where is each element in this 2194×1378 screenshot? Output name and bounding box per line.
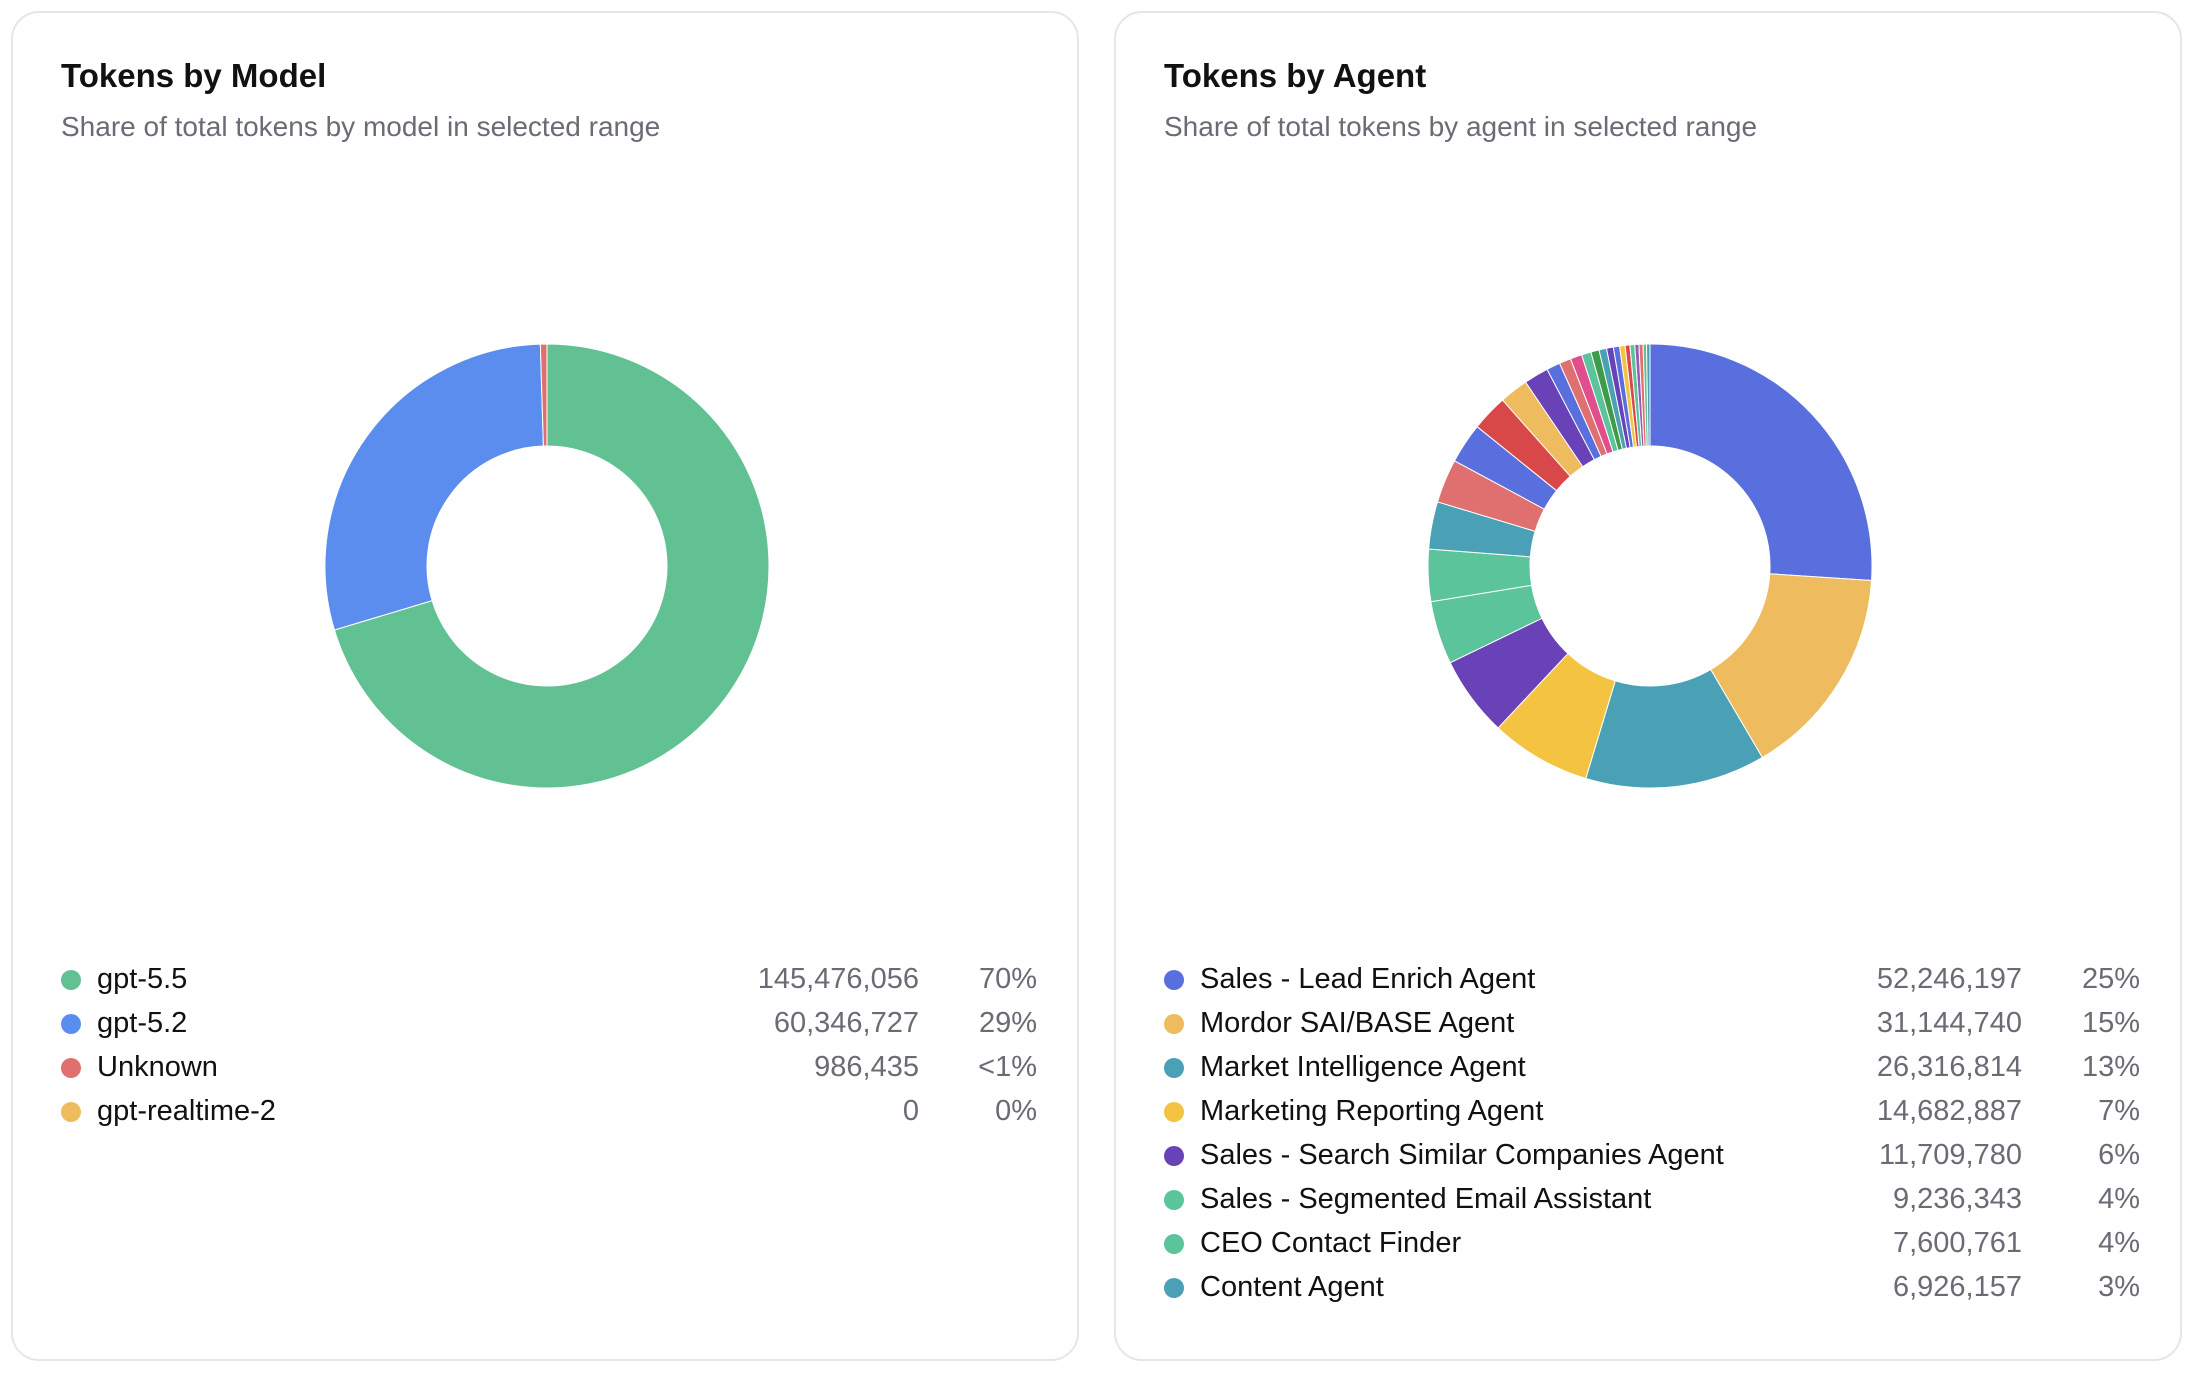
- legend-swatch: [1164, 1058, 1184, 1078]
- legend-item-market-intelligence-agent[interactable]: Market Intelligence Agent 26,316,814 13%: [1164, 1047, 2140, 1091]
- slice-mordor-sai-base-agent[interactable]: [1710, 573, 1873, 759]
- chart-subtitle: Share of total tokens by model in select…: [61, 111, 661, 142]
- legend-value: 145,476,056: [757, 963, 919, 995]
- legend-item-mordor-sai-base-agent[interactable]: Mordor SAI/BASE Agent 31,144,740 15%: [1164, 1003, 2140, 1047]
- slice-sales-lead-enrich-agent[interactable]: [1649, 343, 1873, 581]
- legend-label: gpt-5.2: [97, 1007, 188, 1039]
- legend-value: 14,682,887: [1876, 1095, 2022, 1127]
- legend-swatch: [1164, 1146, 1184, 1166]
- agent-donut-chart: [1427, 343, 1873, 789]
- legend-label: gpt-5.5: [97, 963, 188, 995]
- legend-label: Sales - Lead Enrich Agent: [1200, 963, 1536, 995]
- chart-title: Tokens by Model: [61, 57, 327, 94]
- legend-percentage: 29%: [978, 1007, 1037, 1039]
- legend-value: 31,144,740: [1876, 1007, 2022, 1039]
- legend-swatch: [1164, 1190, 1184, 1210]
- legend-percentage: <1%: [978, 1051, 1037, 1083]
- legend-value: 52,246,197: [1876, 963, 2022, 995]
- tokens-by-agent-card: Tokens by Agent Share of total tokens by…: [1114, 11, 2182, 1361]
- legend-label: Market Intelligence Agent: [1200, 1051, 1526, 1083]
- legend-value: 7,600,761: [1892, 1227, 2022, 1259]
- slice-unknown[interactable]: [539, 343, 548, 447]
- legend-percentage: 3%: [2098, 1271, 2140, 1303]
- legend-label: Content Agent: [1200, 1271, 1384, 1303]
- legend-value: 60,346,727: [773, 1007, 919, 1039]
- legend-item-content-agent[interactable]: Content Agent 6,926,157 3%: [1164, 1267, 2140, 1311]
- legend-swatch: [61, 970, 81, 990]
- legend-label: Unknown: [97, 1051, 218, 1083]
- legend-percentage: 4%: [2098, 1227, 2140, 1259]
- model-donut-chart: [324, 343, 770, 789]
- legend-label: CEO Contact Finder: [1200, 1227, 1462, 1259]
- agent-legend: Sales - Lead Enrich Agent 52,246,197 25% Mo…: [1164, 959, 2140, 1311]
- legend-item-sales-segmented-email-assistant[interactable]: Sales - Segmented Email Assistant 9,236,3…: [1164, 1179, 2140, 1223]
- model-legend: gpt-5.5 145,476,056 70% gpt-5.2 60,346,727 29…: [61, 959, 1037, 1135]
- legend-swatch: [1164, 1102, 1184, 1122]
- legend-value: 6,926,157: [1892, 1271, 2022, 1303]
- legend-percentage: 70%: [978, 963, 1037, 995]
- legend-swatch: [1164, 1234, 1184, 1254]
- legend-item-gpt-5-5[interactable]: gpt-5.5 145,476,056 70%: [61, 959, 1037, 1003]
- legend-item-marketing-reporting-agent[interactable]: Marketing Reporting Agent 14,682,887 7%: [1164, 1091, 2140, 1135]
- slice-other-20[interactable]: [1646, 343, 1651, 447]
- legend-percentage: 25%: [2081, 963, 2140, 995]
- legend-value: 26,316,814: [1876, 1051, 2022, 1083]
- legend-value: 9,236,343: [1892, 1183, 2022, 1215]
- legend-swatch: [61, 1014, 81, 1034]
- legend-percentage: 0%: [995, 1095, 1037, 1127]
- tokens-by-model-card: Tokens by Model Share of total tokens by…: [11, 11, 1079, 1361]
- legend-swatch: [1164, 970, 1184, 990]
- legend-swatch: [61, 1058, 81, 1078]
- legend-item-gpt-5-2[interactable]: gpt-5.2 60,346,727 29%: [61, 1003, 1037, 1047]
- legend-value: 986,435: [814, 1051, 919, 1083]
- legend-label: Marketing Reporting Agent: [1200, 1095, 1544, 1127]
- legend-label: Sales - Segmented Email Assistant: [1200, 1183, 1652, 1215]
- legend-swatch: [61, 1102, 81, 1122]
- legend-label: gpt-realtime-2: [97, 1095, 276, 1127]
- legend-percentage: 7%: [2098, 1095, 2140, 1127]
- legend-swatch: [1164, 1278, 1184, 1298]
- legend-item-sales-search-similar-companies-agent[interactable]: Sales - Search Similar Companies Agent 11…: [1164, 1135, 2140, 1179]
- legend-value: 0: [902, 1095, 919, 1127]
- legend-item-gpt-realtime-2[interactable]: gpt-realtime-2 0 0%: [61, 1091, 1037, 1135]
- slice-gpt-5-2[interactable]: [324, 343, 544, 631]
- legend-percentage: 6%: [2098, 1139, 2140, 1171]
- legend-item-ceo-contact-finder[interactable]: CEO Contact Finder 7,600,761 4%: [1164, 1223, 2140, 1267]
- chart-subtitle: Share of total tokens by agent in select…: [1164, 111, 1758, 142]
- legend-percentage: 4%: [2098, 1183, 2140, 1215]
- legend-percentage: 13%: [2081, 1051, 2140, 1083]
- legend-percentage: 15%: [2081, 1007, 2140, 1039]
- legend-item-sales-lead-enrich-agent[interactable]: Sales - Lead Enrich Agent 52,246,197 25%: [1164, 959, 2140, 1003]
- legend-item-unknown[interactable]: Unknown 986,435 <1%: [61, 1047, 1037, 1091]
- legend-label: Mordor SAI/BASE Agent: [1200, 1007, 1515, 1039]
- slice-gpt-5-5[interactable]: [333, 343, 770, 789]
- chart-title: Tokens by Agent: [1164, 57, 1427, 94]
- legend-value: 11,709,780: [1879, 1139, 2022, 1171]
- legend-label: Sales - Search Similar Companies Agent: [1200, 1139, 1724, 1171]
- legend-swatch: [1164, 1014, 1184, 1034]
